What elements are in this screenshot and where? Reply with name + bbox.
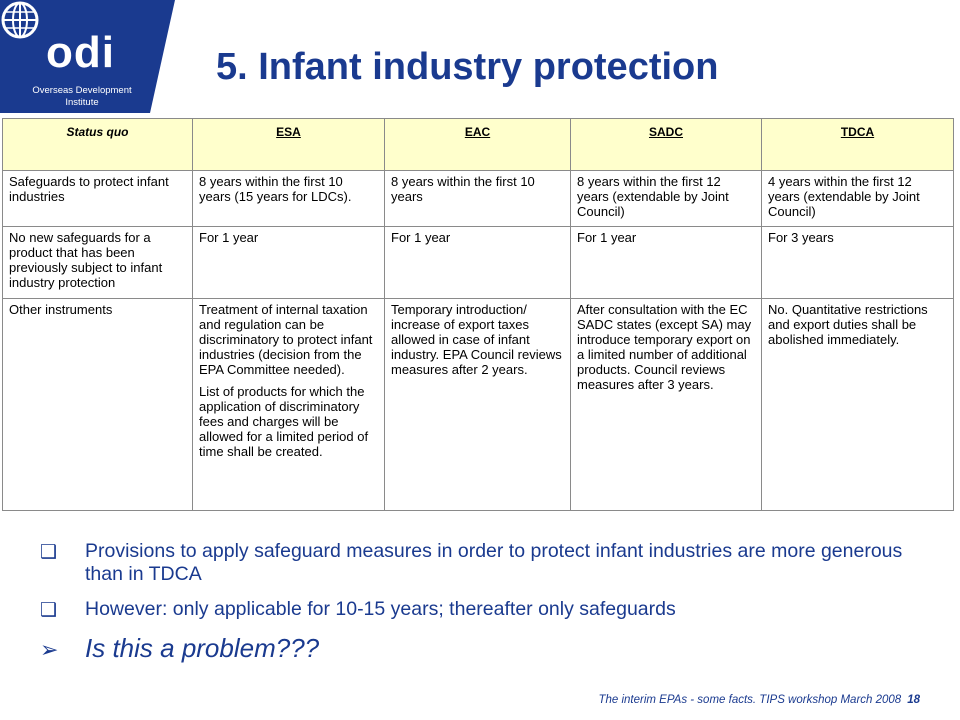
table-cell: After consultation with the EC SADC stat… <box>570 298 762 511</box>
table-cell: No. Quantitative restrictions and export… <box>761 298 954 511</box>
table-cell: For 1 year <box>570 226 762 299</box>
header-tdca: TDCA <box>761 118 954 171</box>
table-row: No new safeguards for a product that has… <box>2 226 954 299</box>
table-cell: 8 years within the first 12 years (exten… <box>570 170 762 227</box>
cell-paragraph: List of products for which the applicati… <box>199 384 369 459</box>
bullet-item-question: ➢ Is this a problem??? <box>40 633 920 663</box>
arrow-bullet-icon: ➢ <box>40 637 59 662</box>
checkbox-bullet-icon: ❑ <box>40 600 58 621</box>
bullet-text: However: only applicable for 10-15 years… <box>85 598 676 620</box>
table-cell: 8 years within the first 10 years <box>384 170 571 227</box>
logo-subtitle-line2: Institute <box>65 97 99 108</box>
footer-text: The interim EPAs - some facts. TIPS work… <box>598 694 902 706</box>
header-sadc: SADC <box>570 118 762 171</box>
header-label: Status quo <box>66 125 129 139</box>
logo-background <box>0 0 175 113</box>
bullet-text: Provisions to apply safeguard measures i… <box>85 540 903 585</box>
header-label: SADC <box>648 125 683 139</box>
table-header-row: Status quo ESA EAC SADC TDCA <box>2 118 954 171</box>
table-row: Safeguards to protect infant industries … <box>2 170 954 227</box>
odi-logo: odi Overseas Development Institute <box>0 0 175 113</box>
bullet-list: ❑ Provisions to apply safeguard measures… <box>40 540 920 675</box>
header-status-quo: Status quo <box>2 118 193 171</box>
table-cell: For 1 year <box>192 226 385 299</box>
bullet-text: Is this a problem??? <box>85 633 320 663</box>
footer: The interim EPAs - some facts. TIPS work… <box>598 694 920 706</box>
bullet-item: ❑ However: only applicable for 10-15 yea… <box>40 598 920 621</box>
table-row: Other instruments Treatment of internal … <box>2 298 954 511</box>
header-label: TDCA <box>840 125 875 139</box>
slide-title: 5. Infant industry protection <box>216 46 719 88</box>
table-cell: For 1 year <box>384 226 571 299</box>
table-cell: For 3 years <box>761 226 954 299</box>
logo-subtitle-line1: Overseas Development <box>32 85 132 96</box>
table-cell: Treatment of internal taxation and regul… <box>192 298 385 511</box>
table-cell: Temporary introduction/ increase of expo… <box>384 298 571 511</box>
comparison-table: Status quo ESA EAC SADC TDCA Safeguards … <box>2 118 954 511</box>
row-label: Other instruments <box>2 298 193 511</box>
header-label: ESA <box>276 125 301 139</box>
logo-word: odi <box>46 28 115 77</box>
globe-icon <box>1 1 39 39</box>
header-label: EAC <box>464 125 491 139</box>
page-number: 18 <box>907 694 920 706</box>
header-eac: EAC <box>384 118 571 171</box>
table-cell: 4 years within the first 12 years (exten… <box>761 170 954 227</box>
row-label: No new safeguards for a product that has… <box>2 226 193 299</box>
cell-paragraph: Treatment of internal taxation and regul… <box>199 302 373 377</box>
bullet-item: ❑ Provisions to apply safeguard measures… <box>40 540 920 586</box>
row-label: Safeguards to protect infant industries <box>2 170 193 227</box>
table-cell: 8 years within the first 10 years (15 ye… <box>192 170 385 227</box>
header-esa: ESA <box>192 118 385 171</box>
checkbox-bullet-icon: ❑ <box>40 542 58 563</box>
